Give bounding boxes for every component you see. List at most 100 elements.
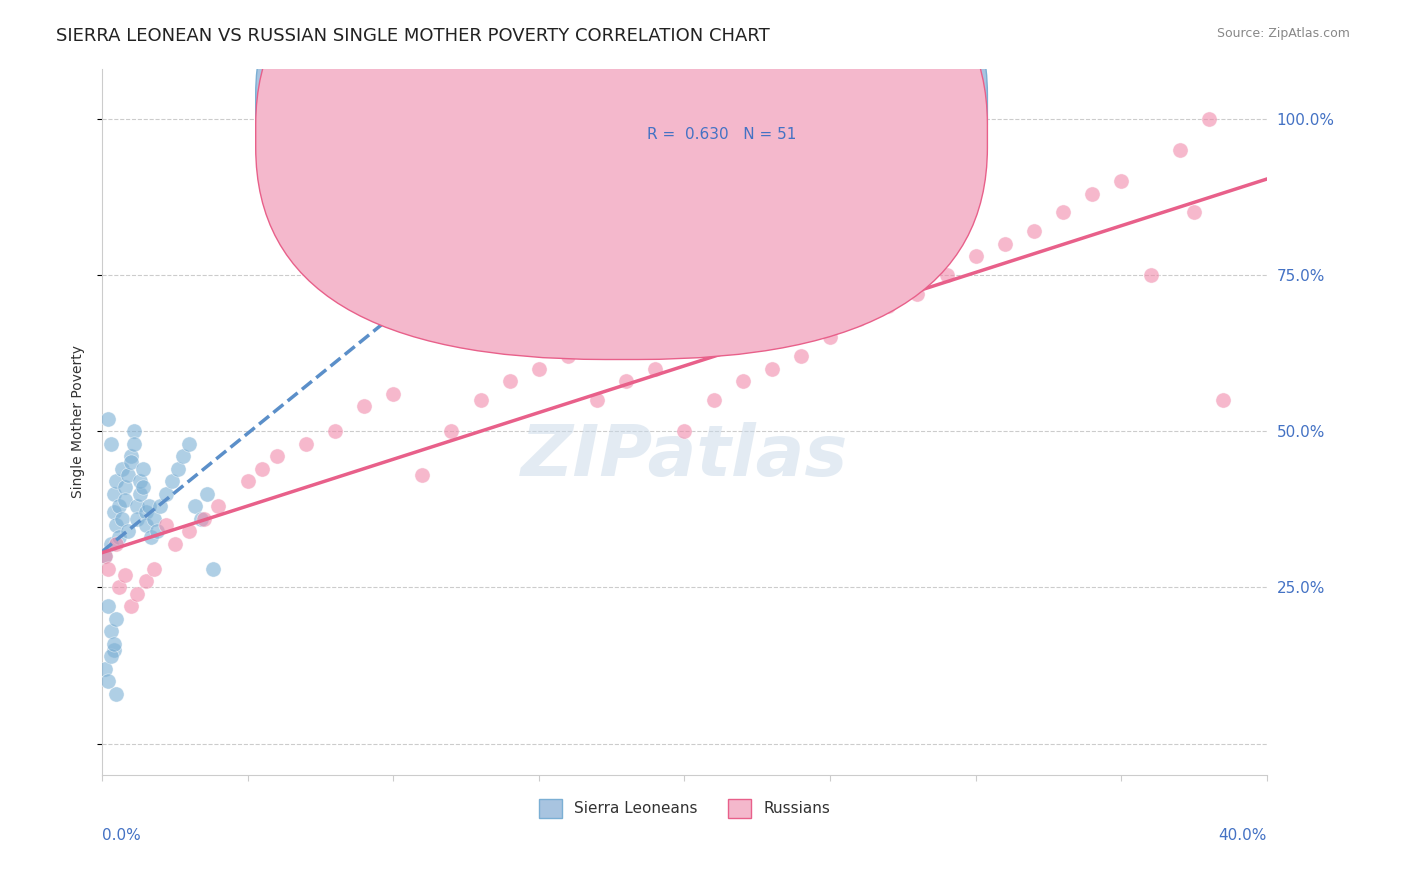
Point [155,486,177,500]
Point [105,611,128,625]
Point [1198,112,1220,126]
Text: ZIPatlas: ZIPatlas [520,423,848,491]
Point [128,486,150,500]
Point [120,599,142,613]
Point [190,511,212,525]
Point [1081,186,1104,201]
Text: Source: ZipAtlas.com: Source: ZipAtlas.com [1216,27,1350,40]
Point [128,474,150,488]
Point [557,349,579,363]
Y-axis label: Single Mother Poverty: Single Mother Poverty [72,345,86,498]
Point [141,530,163,544]
Point [586,392,609,407]
Point [703,392,725,407]
Point [105,474,128,488]
Text: R =  0.161   N = 51: R = 0.161 N = 51 [647,98,796,112]
Point [184,499,207,513]
Point [94,549,117,563]
Point [818,330,841,344]
Point [160,474,183,488]
Point [935,268,957,282]
Text: SIERRA LEONEAN VS RUSSIAN SINGLE MOTHER POVERTY CORRELATION CHART: SIERRA LEONEAN VS RUSSIAN SINGLE MOTHER … [56,27,770,45]
Point [114,567,136,582]
Point [108,580,131,594]
Point [172,449,194,463]
Point [382,386,405,401]
Point [103,505,125,519]
Point [143,511,166,525]
Point [907,286,929,301]
Point [155,517,177,532]
Point [146,524,169,538]
Point [125,511,148,525]
Point [527,361,550,376]
Point [644,361,666,376]
Point [323,424,346,438]
Point [114,492,136,507]
Text: 40.0%: 40.0% [1219,828,1267,843]
Point [877,299,900,313]
Point [135,517,157,532]
Point [100,536,122,550]
Point [1212,392,1234,407]
Point [117,467,139,482]
Point [761,361,783,376]
Point [1111,174,1133,188]
Point [120,449,142,463]
Point [103,642,125,657]
Point [111,511,134,525]
FancyBboxPatch shape [256,0,987,359]
Point [100,436,122,450]
Point [266,449,288,463]
Point [135,574,157,588]
Point [122,424,145,438]
Point [103,486,125,500]
Point [108,530,131,544]
Point [97,561,120,575]
Point [108,499,131,513]
Point [499,374,522,388]
Point [1052,205,1074,219]
Point [100,648,122,663]
Point [131,480,153,494]
Point [673,424,696,438]
Point [1168,143,1191,157]
Legend: Sierra Leoneans, Russians: Sierra Leoneans, Russians [533,793,837,823]
Point [614,374,637,388]
Point [135,505,157,519]
FancyBboxPatch shape [256,0,987,330]
Point [965,249,987,263]
Text: 0.0%: 0.0% [101,828,141,843]
Point [117,524,139,538]
Point [105,536,128,550]
Point [250,461,273,475]
Point [470,392,492,407]
Point [120,455,142,469]
Point [193,511,215,525]
Point [125,499,148,513]
Point [114,480,136,494]
Point [440,424,463,438]
Point [195,486,218,500]
Point [207,499,229,513]
Point [94,549,117,563]
Point [353,399,375,413]
Point [97,674,120,689]
Point [138,499,160,513]
Point [994,236,1017,251]
Point [1022,224,1045,238]
Point [125,586,148,600]
Point [105,517,128,532]
Point [1182,205,1205,219]
Point [236,474,259,488]
Point [294,436,316,450]
Text: R =  0.630   N = 51: R = 0.630 N = 51 [647,128,797,143]
Point [149,499,172,513]
Point [201,561,224,575]
Point [1139,268,1161,282]
Point [411,467,433,482]
Point [97,411,120,425]
Point [731,374,754,388]
Point [100,624,122,638]
Point [94,661,117,675]
